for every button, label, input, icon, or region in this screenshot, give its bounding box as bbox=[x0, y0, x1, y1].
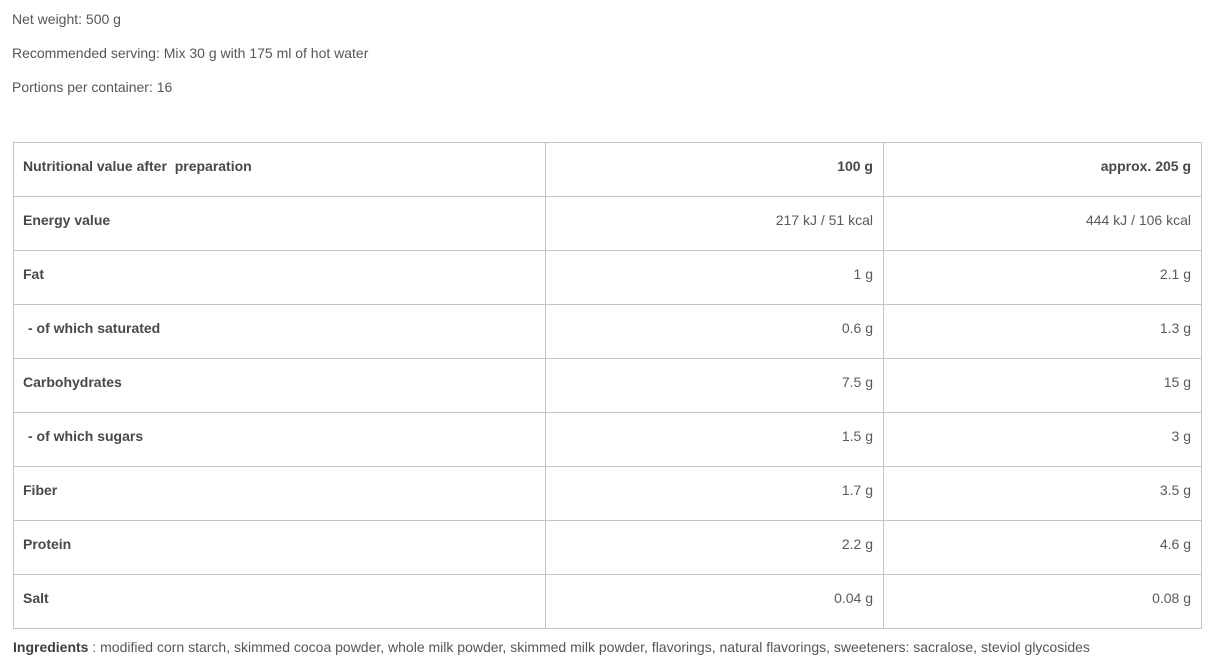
row-value-100g: 217 kJ / 51 kcal bbox=[545, 196, 884, 251]
table-row-protein: Protein 2.2 g 4.6 g bbox=[13, 520, 1202, 575]
table-row-saturated: - of which saturated 0.6 g 1.3 g bbox=[13, 304, 1202, 359]
row-label: Fiber bbox=[13, 466, 546, 521]
row-value-205g: 3 g bbox=[883, 412, 1202, 467]
ingredients-text: : modified corn starch, skimmed cocoa po… bbox=[88, 639, 1090, 655]
table-row-carbohydrates: Carbohydrates 7.5 g 15 g bbox=[13, 358, 1202, 413]
net-weight-text: Net weight: 500 g bbox=[12, 11, 121, 27]
table-row-salt: Salt 0.04 g 0.08 g bbox=[13, 574, 1202, 629]
header-per-100g: 100 g bbox=[545, 142, 884, 197]
row-value-100g: 1 g bbox=[545, 250, 884, 305]
ingredients-line: Ingredients : modified corn starch, skim… bbox=[13, 639, 1090, 656]
row-label: Energy value bbox=[13, 196, 546, 251]
table-row-fat: Fat 1 g 2.1 g bbox=[13, 250, 1202, 305]
row-value-205g: 1.3 g bbox=[883, 304, 1202, 359]
row-value-205g: 4.6 g bbox=[883, 520, 1202, 575]
row-label: Salt bbox=[13, 574, 546, 629]
table-header-row: Nutritional value after preparation 100 … bbox=[13, 142, 1202, 197]
portions-per-container-text: Portions per container: 16 bbox=[12, 79, 173, 95]
row-label: - of which sugars bbox=[13, 412, 546, 467]
table-row-fiber: Fiber 1.7 g 3.5 g bbox=[13, 466, 1202, 521]
table-row-sugars: - of which sugars 1.5 g 3 g bbox=[13, 412, 1202, 467]
nutrition-table: Nutritional value after preparation 100 … bbox=[13, 142, 1202, 629]
recommended-serving-text: Recommended serving: Mix 30 g with 175 m… bbox=[12, 45, 369, 61]
header-per-205g: approx. 205 g bbox=[883, 142, 1202, 197]
ingredients-label: Ingredients bbox=[13, 639, 89, 655]
table-row-energy: Energy value 217 kJ / 51 kcal 444 kJ / 1… bbox=[13, 196, 1202, 251]
row-value-205g: 444 kJ / 106 kcal bbox=[883, 196, 1202, 251]
row-value-205g: 0.08 g bbox=[883, 574, 1202, 629]
row-label: Carbohydrates bbox=[13, 358, 546, 413]
product-info-block: Net weight: 500 g Recommended serving: M… bbox=[12, 11, 368, 113]
row-value-205g: 2.1 g bbox=[883, 250, 1202, 305]
row-value-100g: 1.7 g bbox=[545, 466, 884, 521]
row-label: Fat bbox=[13, 250, 546, 305]
row-value-100g: 7.5 g bbox=[545, 358, 884, 413]
row-label: - of which saturated bbox=[13, 304, 546, 359]
header-nutritional-value: Nutritional value after preparation bbox=[13, 142, 546, 197]
row-value-205g: 15 g bbox=[883, 358, 1202, 413]
row-label: Protein bbox=[13, 520, 546, 575]
row-value-100g: 2.2 g bbox=[545, 520, 884, 575]
row-value-100g: 0.04 g bbox=[545, 574, 884, 629]
row-value-100g: 1.5 g bbox=[545, 412, 884, 467]
row-value-100g: 0.6 g bbox=[545, 304, 884, 359]
row-value-205g: 3.5 g bbox=[883, 466, 1202, 521]
